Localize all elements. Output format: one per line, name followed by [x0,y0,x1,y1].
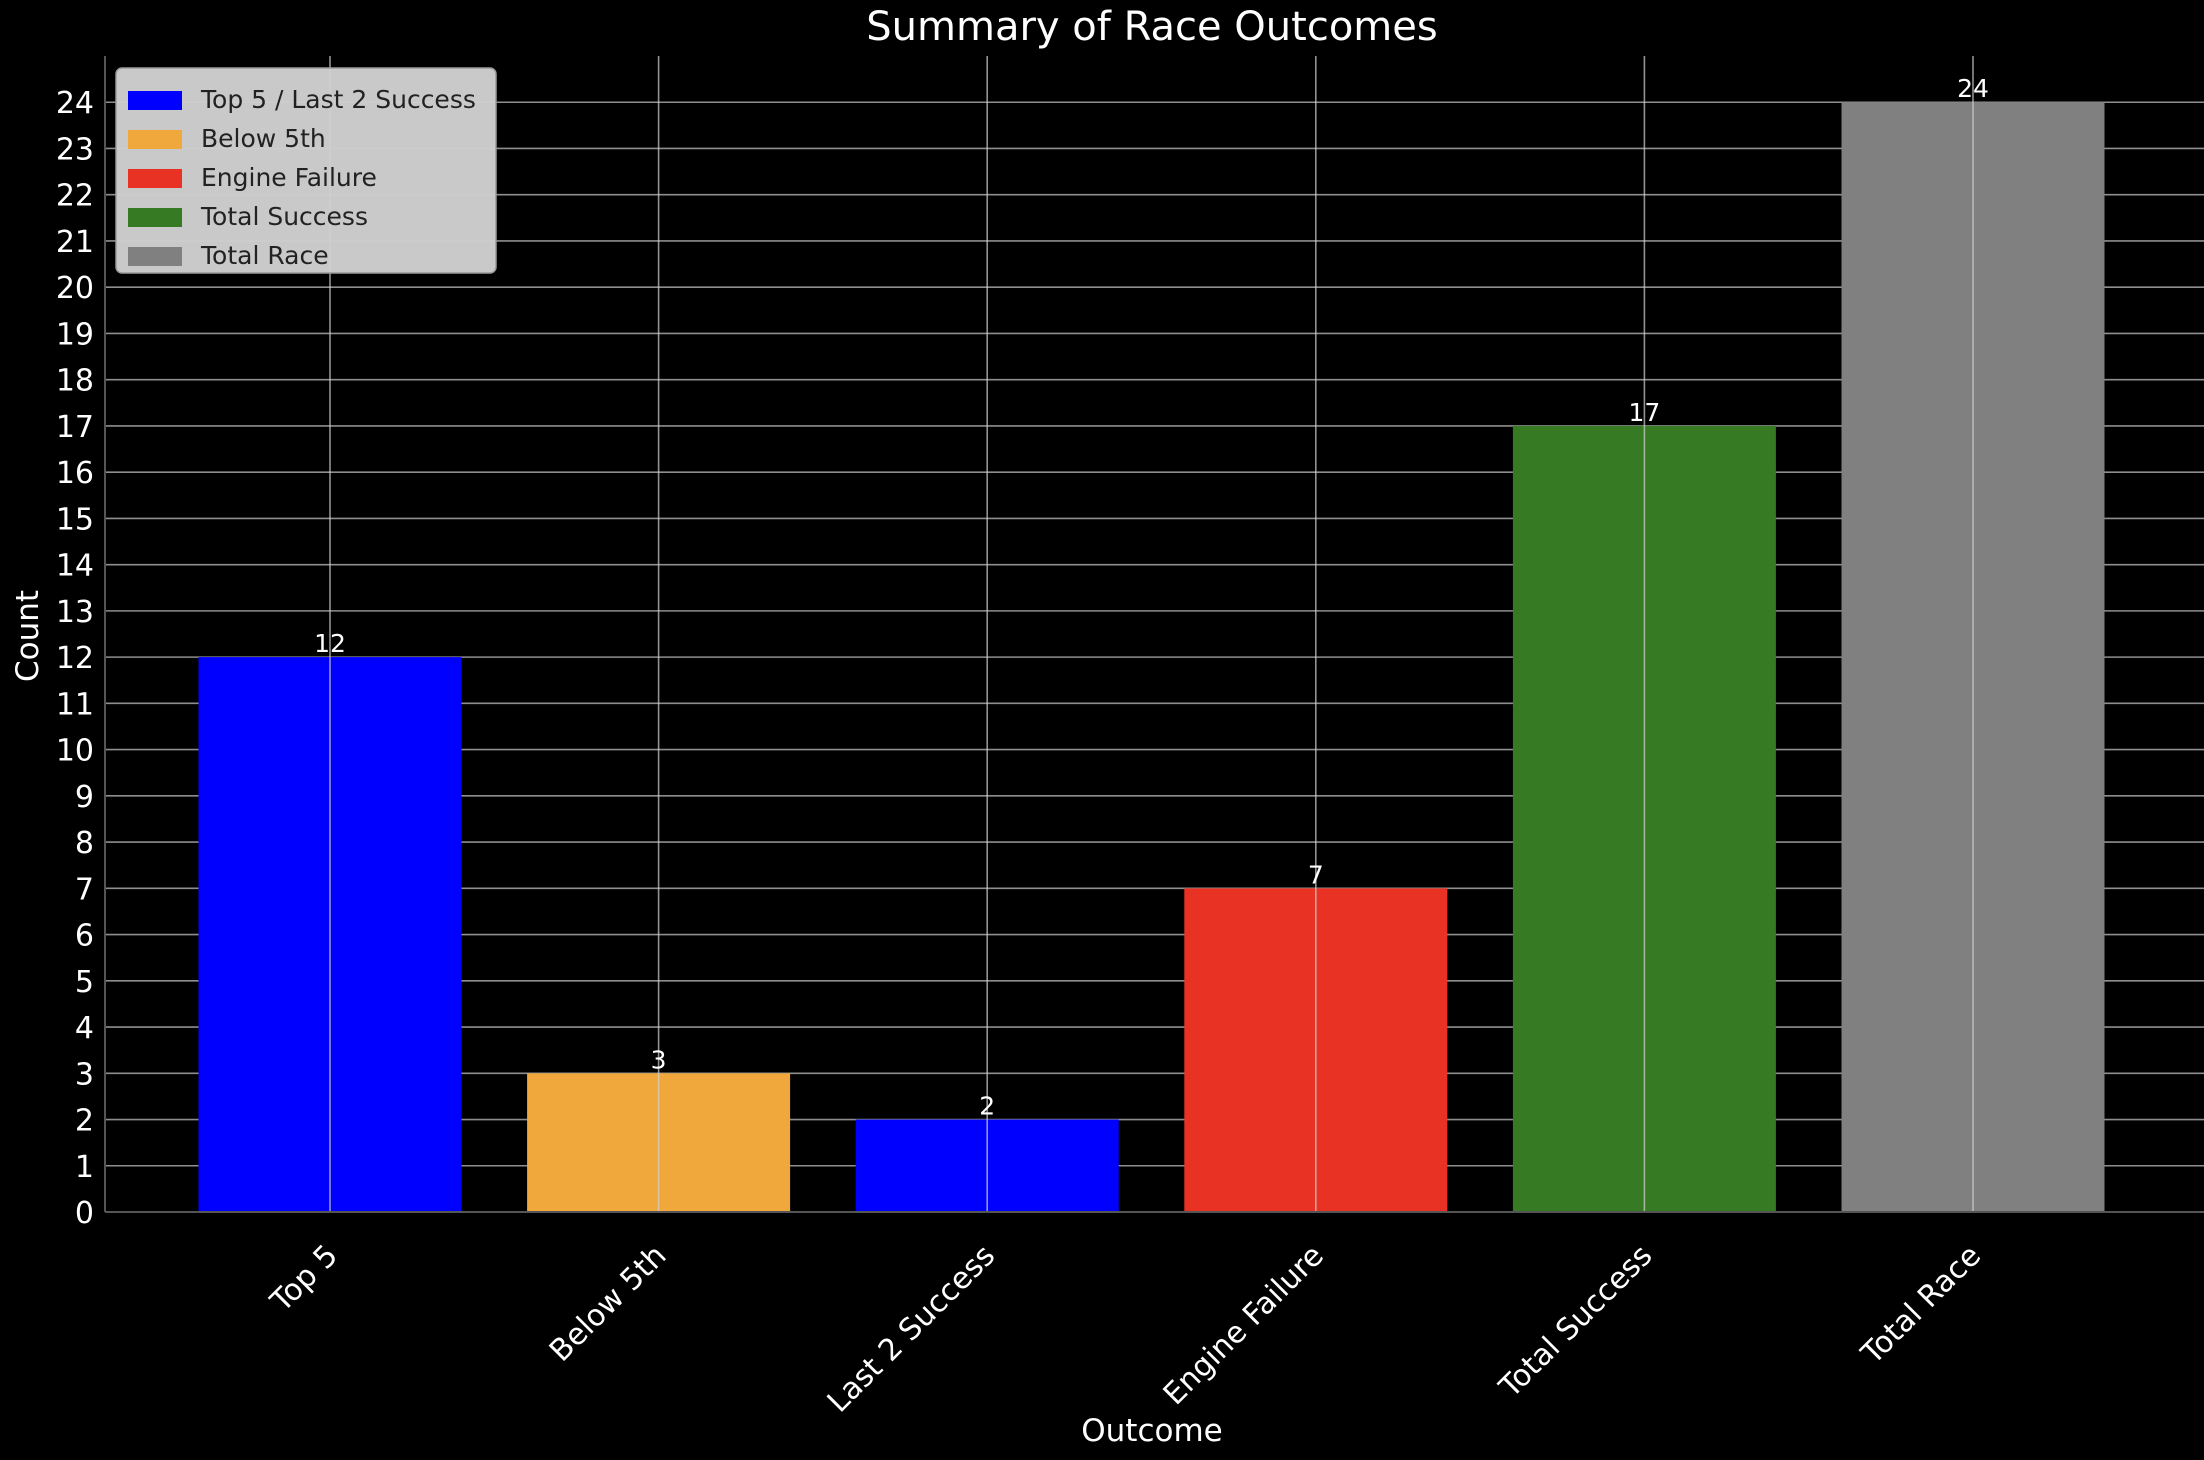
y-tick-label: 12 [56,641,94,676]
y-tick-label: 0 [75,1196,94,1231]
legend-item-label: Engine Failure [201,163,377,192]
legend-item-label: Total Success [200,202,368,231]
y-tick-label: 10 [56,734,94,769]
legend-item-label: Below 5th [201,124,326,153]
y-tick-label: 11 [56,687,94,722]
chart-title: Summary of Race Outcomes [866,4,1437,50]
legend-item-label: Total Race [200,241,329,270]
bar-value-label: 12 [314,629,346,658]
y-tick-label: 15 [56,502,94,537]
y-tick-label: 24 [56,86,94,121]
y-tick-label: 6 [75,919,94,954]
legend-swatch [128,91,182,110]
bar-value-label: 2 [979,1092,995,1121]
legend: Top 5 / Last 2 Success Below 5th Engine Fa… [115,67,497,274]
y-tick-label: 2 [75,1104,94,1139]
y-tick-label: 22 [56,179,94,214]
y-tick-label: 7 [75,872,94,907]
y-tick-label: 18 [56,364,94,399]
x-tick-label: Below 5th [543,1238,674,1369]
legend-swatch [128,247,182,266]
x-tick-label: Engine Failure [1157,1238,1331,1412]
x-tick-label: Top 5 [263,1238,344,1319]
y-axis-label: Count [10,590,46,682]
bar-value-label: 7 [1308,860,1324,889]
y-tick-label: 1 [75,1150,94,1185]
y-tick-label: 21 [56,225,94,260]
x-tick-label: Total Race [1854,1238,1988,1372]
y-tick-label: 19 [56,317,94,352]
bar-value-label: 17 [1628,398,1660,427]
axes [104,56,2204,1213]
y-tick-label: 16 [56,456,94,491]
y-tick-label: 4 [75,1011,94,1046]
y-tick-label: 9 [75,780,94,815]
legend-swatch [128,130,182,149]
bar-value-labels: 12 3 2 7 17 24 [314,74,1989,1120]
vertical-gridlines [329,56,1974,1212]
legend-box [115,67,497,274]
legend-swatch [128,208,182,227]
legend-swatch [128,169,182,188]
y-tick-label: 8 [75,826,94,861]
y-tick-label: 20 [56,271,94,306]
bar-value-label: 3 [651,1045,667,1074]
x-axis-label: Outcome [1081,1413,1222,1449]
y-tick-label: 13 [56,595,94,630]
y-tick-label: 5 [75,965,94,1000]
y-tick-label: 23 [56,132,94,167]
y-tick-label: 14 [56,549,94,584]
x-tick-labels: Top 5 Below 5th Last 2 Success Engine Failu… [263,1238,1987,1419]
y-tick-label: 3 [75,1057,94,1092]
bar-value-label: 24 [1957,74,1989,103]
legend-item-label: Top 5 / Last 2 Success [200,85,476,114]
y-tick-label: 17 [56,410,94,445]
x-tick-label: Total Success [1492,1238,1659,1405]
x-tick-label: Last 2 Success [821,1238,1002,1419]
